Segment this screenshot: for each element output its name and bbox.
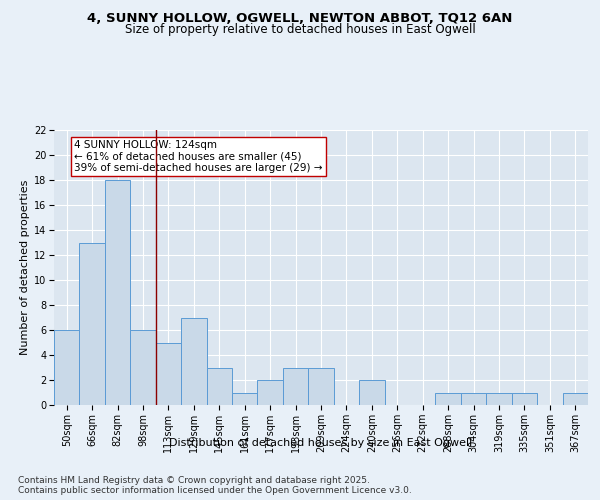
Bar bbox=[232, 392, 257, 405]
Bar bbox=[181, 318, 206, 405]
Bar bbox=[105, 180, 130, 405]
Bar bbox=[308, 368, 334, 405]
Bar bbox=[461, 392, 486, 405]
Y-axis label: Number of detached properties: Number of detached properties bbox=[20, 180, 29, 355]
Bar bbox=[512, 392, 537, 405]
Bar bbox=[283, 368, 308, 405]
Text: 4, SUNNY HOLLOW, OGWELL, NEWTON ABBOT, TQ12 6AN: 4, SUNNY HOLLOW, OGWELL, NEWTON ABBOT, T… bbox=[88, 12, 512, 26]
Bar bbox=[359, 380, 385, 405]
Bar bbox=[156, 342, 181, 405]
Bar bbox=[257, 380, 283, 405]
Text: Size of property relative to detached houses in East Ogwell: Size of property relative to detached ho… bbox=[125, 22, 475, 36]
Bar bbox=[563, 392, 588, 405]
Bar bbox=[130, 330, 156, 405]
Bar bbox=[486, 392, 512, 405]
Text: 4 SUNNY HOLLOW: 124sqm
← 61% of detached houses are smaller (45)
39% of semi-det: 4 SUNNY HOLLOW: 124sqm ← 61% of detached… bbox=[74, 140, 323, 173]
Bar bbox=[79, 242, 105, 405]
Text: Distribution of detached houses by size in East Ogwell: Distribution of detached houses by size … bbox=[169, 438, 473, 448]
Bar bbox=[54, 330, 79, 405]
Text: Contains HM Land Registry data © Crown copyright and database right 2025.
Contai: Contains HM Land Registry data © Crown c… bbox=[18, 476, 412, 495]
Bar bbox=[206, 368, 232, 405]
Bar bbox=[436, 392, 461, 405]
